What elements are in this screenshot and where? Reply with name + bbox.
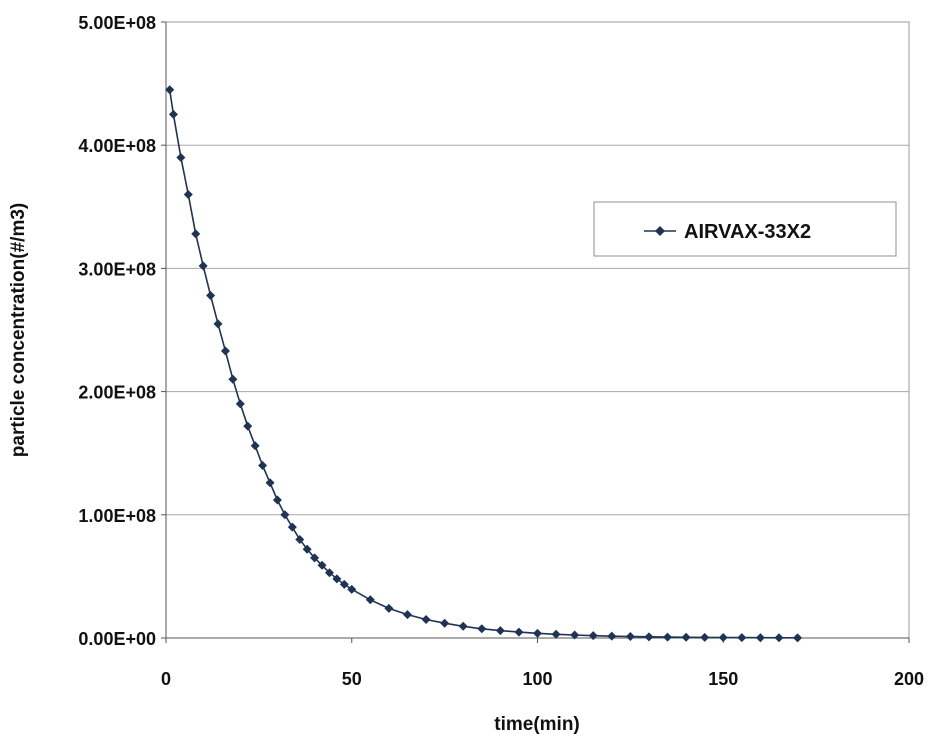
data-point (737, 633, 747, 643)
data-point (302, 544, 312, 554)
data-point (495, 626, 505, 636)
data-point (421, 615, 431, 625)
data-point (477, 624, 487, 634)
data-point (191, 229, 201, 239)
data-point (663, 632, 673, 642)
x-tick-label: 100 (522, 669, 552, 689)
data-point (551, 629, 561, 639)
legend: AIRVAX-33X2 (593, 201, 897, 257)
y-tick-label: 1.00E+08 (78, 506, 156, 526)
data-point (243, 421, 253, 431)
y-tick-labels: 0.00E+00 1.00E+08 2.00E+08 3.00E+08 4.00E+08… (78, 13, 166, 649)
plot-area (165, 21, 910, 639)
y-tick-label: 3.00E+08 (78, 259, 156, 279)
data-point (793, 633, 803, 643)
data-point (347, 584, 357, 594)
data-point (774, 633, 784, 643)
data-point (272, 495, 282, 505)
data-point (213, 319, 223, 329)
data-point (258, 461, 268, 471)
data-point (625, 632, 635, 642)
data-point (265, 478, 275, 488)
y-tick-label: 4.00E+08 (78, 136, 156, 156)
data-point (718, 633, 728, 643)
y-tick-label: 0.00E+00 (78, 629, 156, 649)
data-point (644, 632, 654, 642)
x-tick-label: 150 (708, 669, 738, 689)
data-point (384, 603, 394, 613)
data-point (235, 399, 245, 409)
data-point (681, 632, 691, 642)
data-point (332, 574, 342, 584)
data-point (165, 85, 175, 95)
data-point (183, 189, 193, 199)
x-axis-title: time(min) (494, 714, 580, 735)
data-point (607, 631, 617, 641)
data-point (700, 632, 710, 642)
data-point (295, 534, 305, 544)
legend-series-label: AIRVAX-33X2 (684, 221, 811, 243)
data-point (365, 595, 375, 605)
data-point (317, 560, 327, 570)
data-point (206, 291, 216, 301)
data-point (533, 628, 542, 638)
data-point (588, 631, 598, 641)
data-point (440, 618, 450, 628)
data-point (220, 346, 230, 356)
x-tick-label: 50 (342, 669, 362, 689)
data-point (176, 153, 186, 163)
data-point (514, 627, 524, 637)
legend-box (593, 201, 897, 257)
data-point (250, 441, 260, 451)
x-tick-label: 0 (161, 669, 171, 689)
data-point (168, 109, 178, 119)
y-tick-label: 2.00E+08 (78, 383, 156, 403)
data-point (458, 621, 468, 631)
data-point (198, 261, 208, 271)
x-tick-label: 200 (894, 669, 924, 689)
data-point (755, 633, 765, 643)
data-point (339, 579, 349, 589)
y-axis-title: particle concentration(#/m3) (8, 203, 29, 457)
data-point (324, 568, 334, 578)
legend-marker-sample (655, 226, 665, 236)
y-tick-label: 5.00E+08 (78, 13, 156, 33)
gridlines (166, 144, 909, 516)
series-layer (165, 85, 803, 643)
data-point (310, 553, 320, 563)
data-point (280, 510, 290, 520)
data-point (228, 374, 238, 384)
data-point (570, 630, 580, 640)
x-tick-labels: 0 50 100 150 200 (161, 638, 924, 689)
data-point (287, 522, 297, 532)
data-point (402, 610, 412, 620)
